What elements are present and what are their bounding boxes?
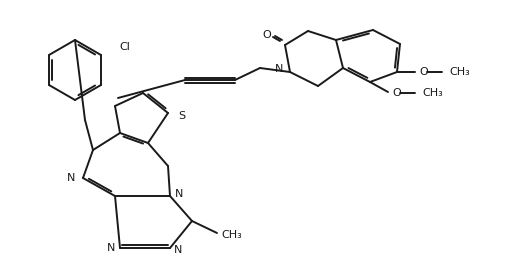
Text: N: N <box>174 245 182 255</box>
Text: O: O <box>263 30 271 40</box>
Text: CH₃: CH₃ <box>221 230 242 240</box>
Text: O: O <box>392 88 401 98</box>
Text: Cl: Cl <box>119 42 130 52</box>
Text: N: N <box>67 173 75 183</box>
Text: N: N <box>275 64 283 74</box>
Text: N: N <box>175 189 183 199</box>
Text: S: S <box>178 111 185 121</box>
Text: N: N <box>107 243 115 253</box>
Text: O: O <box>419 67 428 77</box>
Text: CH₃: CH₃ <box>422 88 443 98</box>
Text: CH₃: CH₃ <box>449 67 470 77</box>
